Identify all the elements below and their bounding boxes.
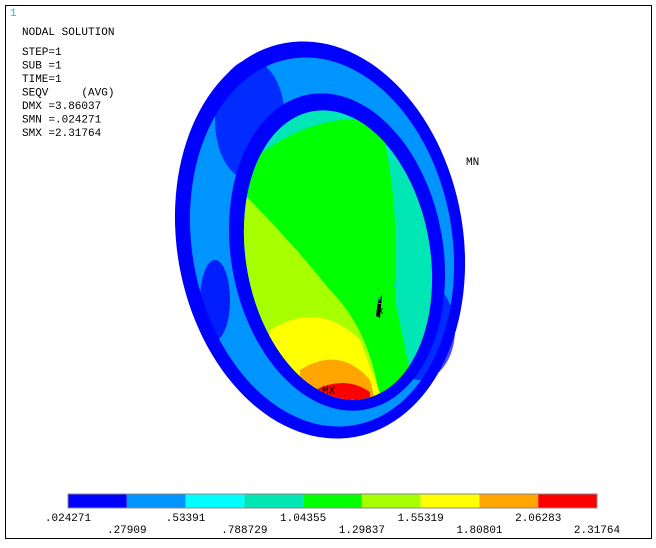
legend-swatch	[362, 494, 421, 508]
legend-swatch	[479, 494, 538, 508]
legend-label: .53391	[166, 513, 206, 525]
page: 1 NODAL SOLUTION MN MX Y Z X .024271 .279…	[0, 0, 656, 548]
header-line: TIME=1	[22, 74, 62, 86]
header-line: DMX =3.86037	[22, 101, 101, 113]
legend-swatch	[186, 494, 245, 508]
header-line: STEP=1	[22, 47, 62, 59]
axis-x-label: X	[378, 307, 384, 317]
header-line: SMN =.024271	[22, 115, 102, 127]
header-line: SEQV (AVG)	[22, 88, 114, 100]
legend-swatch	[538, 494, 597, 508]
min-marker: MN	[466, 157, 479, 169]
legend-label: 1.04355	[280, 513, 326, 525]
header-line: SMX =2.31764	[22, 128, 102, 140]
legend-label: 2.06283	[515, 513, 561, 525]
legend-label: 1.55319	[398, 513, 444, 525]
legend-swatch	[244, 494, 303, 508]
graphics-window: 1 NODAL SOLUTION MN MX Y Z X .024271 .279…	[0, 0, 656, 543]
plot-title: NODAL SOLUTION	[22, 27, 114, 39]
legend-label: .024271	[45, 513, 92, 525]
legend-label: 1.80801	[456, 525, 503, 537]
legend-label: .27909	[107, 525, 147, 537]
header-line: SUB =1	[22, 61, 62, 73]
legend-swatch	[303, 494, 362, 508]
window-number: 1	[10, 8, 17, 20]
axis-z-label: Z	[376, 297, 382, 307]
max-marker: MX	[322, 386, 336, 398]
legend-label: .788729	[221, 525, 267, 537]
legend-swatch	[127, 494, 186, 508]
legend-swatch	[68, 494, 127, 508]
legend-label: 2.31764	[574, 525, 621, 537]
axis-y-label: Y	[392, 280, 398, 290]
legend-swatch	[421, 494, 480, 508]
legend-label: 1.29837	[339, 525, 385, 537]
